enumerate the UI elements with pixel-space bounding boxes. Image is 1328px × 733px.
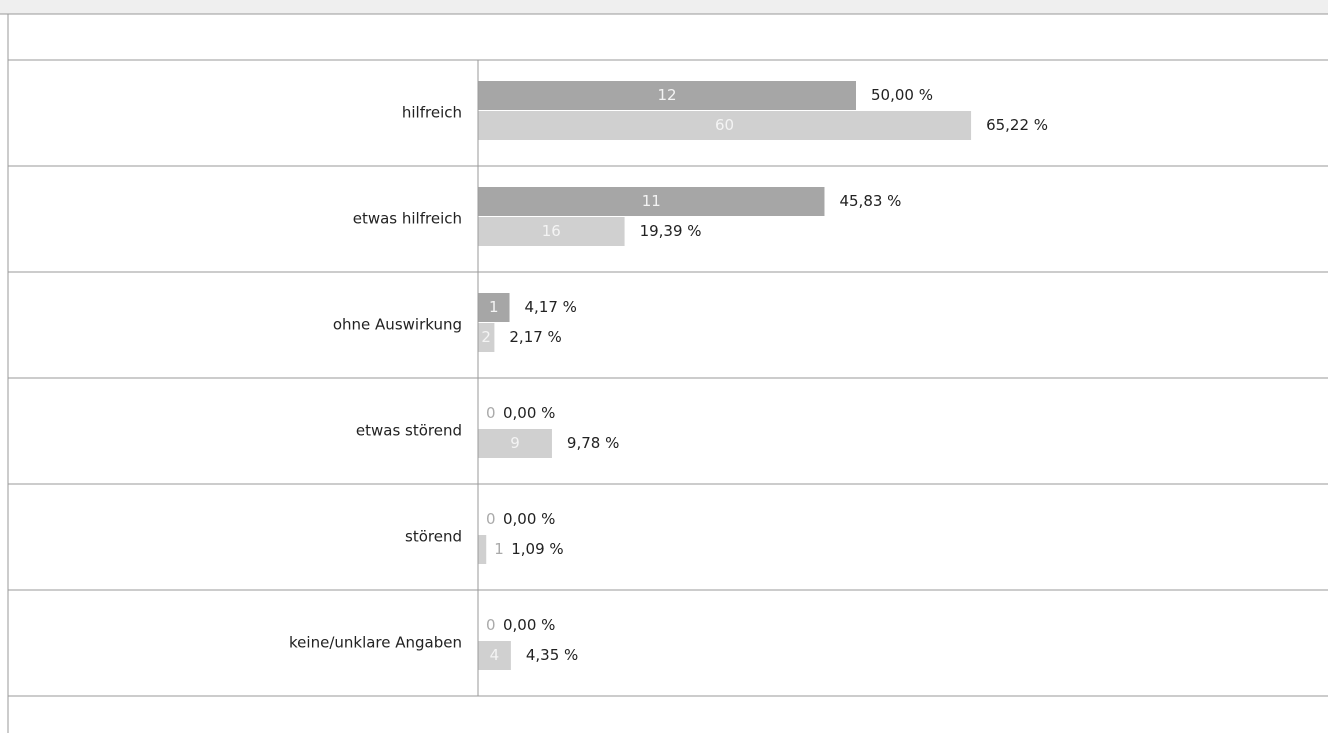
value-label: 50,00 % bbox=[871, 86, 933, 104]
bar-count: 0 bbox=[486, 616, 496, 634]
bar bbox=[478, 429, 552, 458]
bar-count: 0 bbox=[486, 510, 496, 528]
bar-count: 16 bbox=[542, 222, 561, 240]
value-label: 1,09 % bbox=[511, 540, 563, 558]
category-label: ohne Auswirkung bbox=[333, 316, 462, 334]
value-label: 4,17 % bbox=[525, 298, 577, 316]
bar-count: 0 bbox=[486, 404, 496, 422]
bar bbox=[478, 111, 972, 140]
value-label: 65,22 % bbox=[986, 116, 1048, 134]
value-label: 4,35 % bbox=[526, 646, 578, 664]
bar bbox=[478, 641, 511, 670]
value-label: 0,00 % bbox=[503, 616, 555, 634]
bar bbox=[478, 323, 495, 352]
category-label: etwas störend bbox=[356, 422, 462, 440]
bar bbox=[478, 535, 487, 564]
bar-count: 1 bbox=[494, 540, 504, 558]
bar-count: 2 bbox=[481, 328, 491, 346]
category-label: etwas hilfreich bbox=[353, 210, 462, 228]
category-label: keine/unklare Angaben bbox=[289, 634, 462, 652]
bar-count: 1 bbox=[489, 298, 499, 316]
bar bbox=[478, 81, 856, 110]
bar-count: 11 bbox=[642, 192, 661, 210]
value-label: 2,17 % bbox=[509, 328, 561, 346]
category-label: hilfreich bbox=[402, 104, 462, 122]
bar bbox=[478, 293, 510, 322]
category-label: störend bbox=[405, 528, 462, 546]
bar bbox=[478, 187, 825, 216]
value-label: 0,00 % bbox=[503, 510, 555, 528]
bar bbox=[478, 217, 625, 246]
bar-count: 12 bbox=[657, 86, 676, 104]
bar-count: 9 bbox=[510, 434, 520, 452]
value-label: 9,78 % bbox=[567, 434, 619, 452]
value-label: 45,83 % bbox=[839, 192, 901, 210]
header-row bbox=[0, 0, 1328, 14]
bar-count: 60 bbox=[715, 116, 734, 134]
value-label: 0,00 % bbox=[503, 404, 555, 422]
bar-count: 4 bbox=[490, 646, 500, 664]
value-label: 19,39 % bbox=[640, 222, 702, 240]
